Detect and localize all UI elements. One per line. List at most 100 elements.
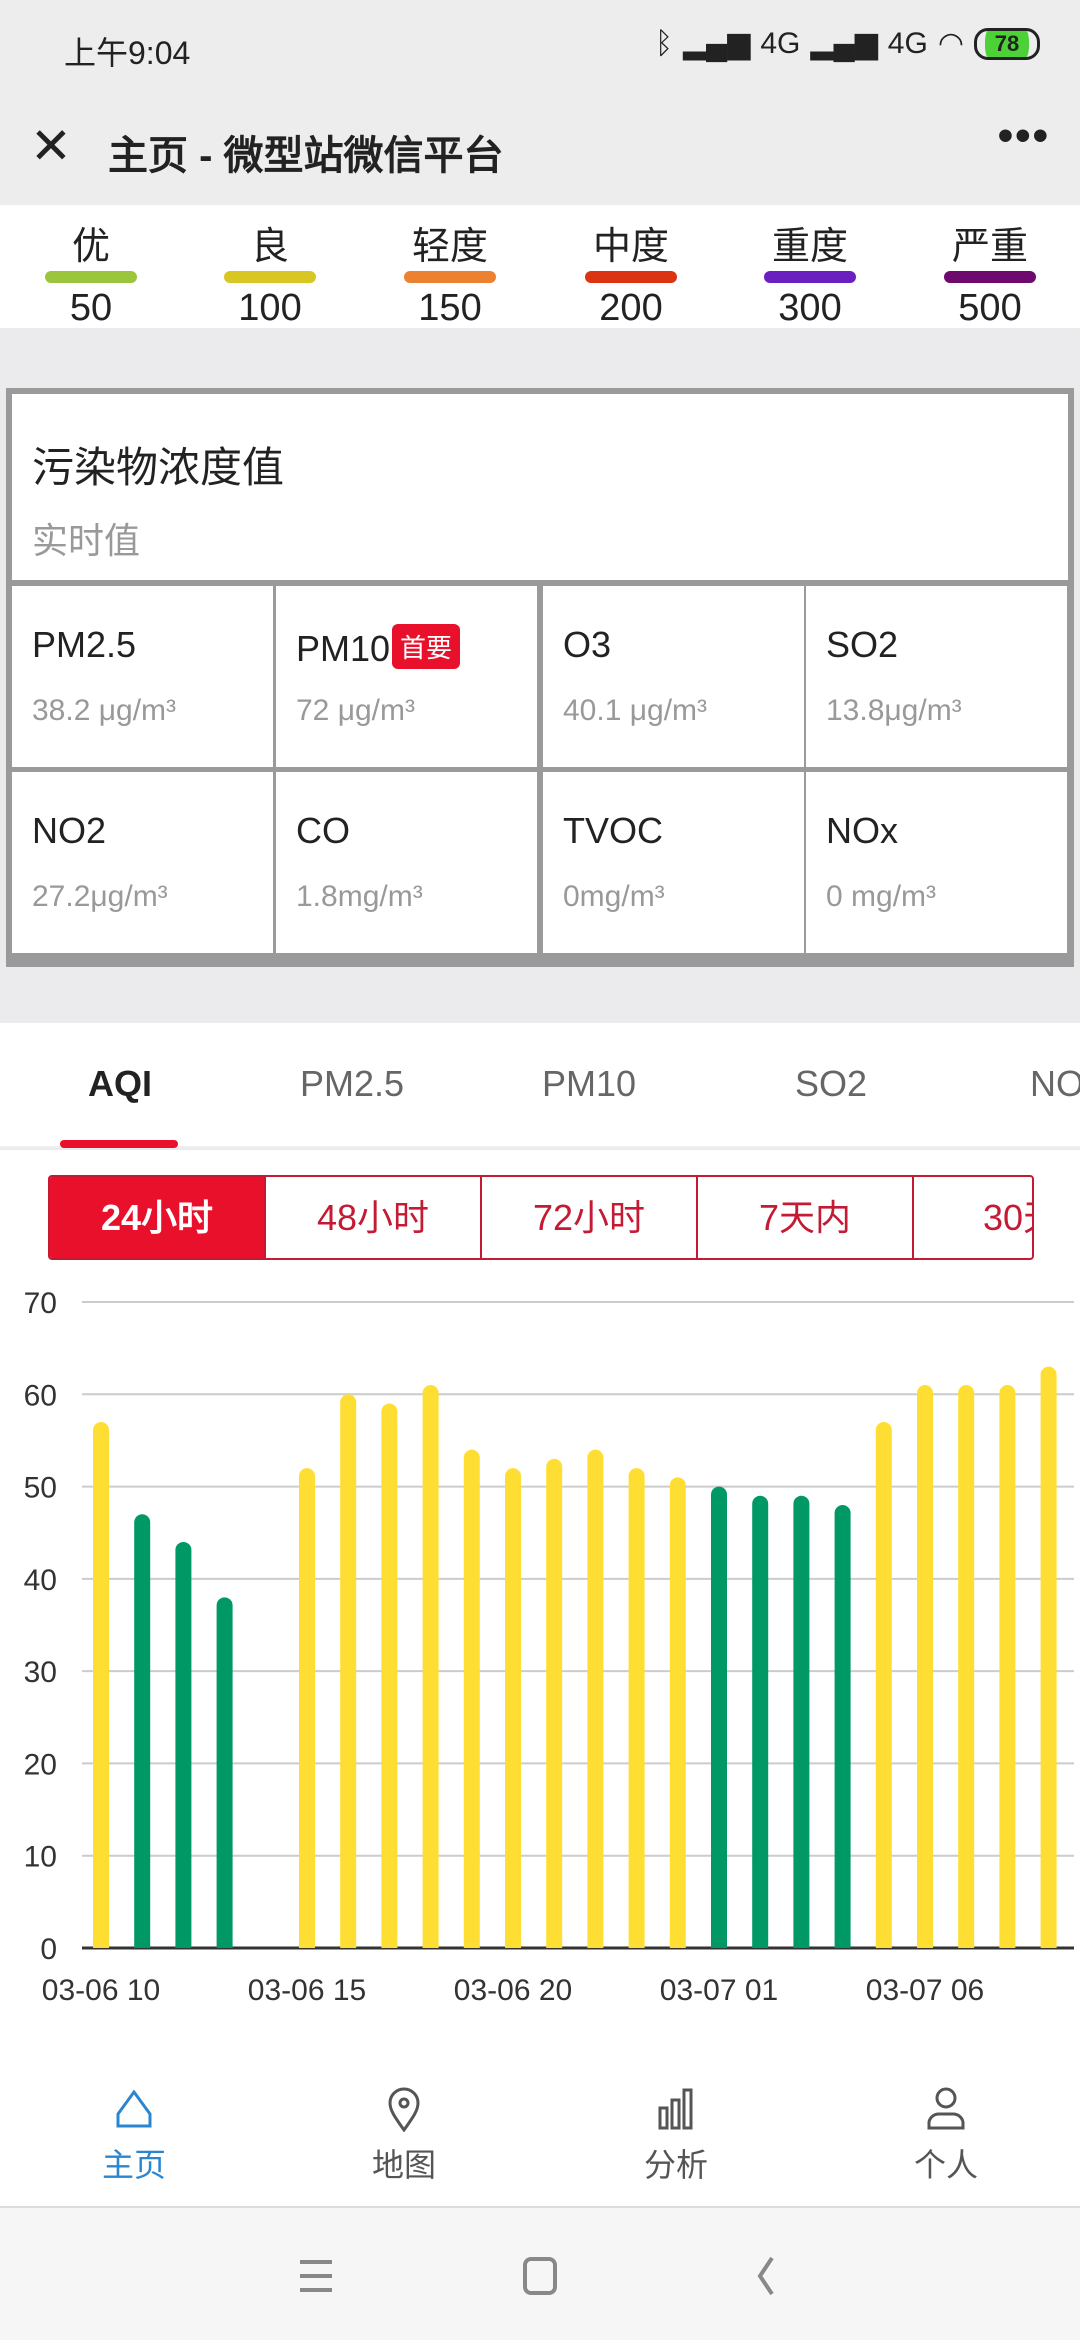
pollutant-name-text: CO	[296, 810, 350, 851]
nav-label: 主页	[101, 2147, 166, 2183]
x-tick-label: 03-06 15	[248, 1974, 366, 2007]
tab-pm25[interactable]: PM2.5	[300, 1063, 405, 1104]
bar[interactable]	[175, 1541, 192, 1948]
range-option[interactable]: 24小时	[50, 1177, 266, 1258]
bar[interactable]	[340, 1394, 357, 1948]
pollutant-tabs: AQI PM2.5 PM10 SO2 NO2	[0, 1023, 1080, 1148]
pollutant-name: NOx	[826, 810, 898, 852]
legend-value: 200	[599, 287, 663, 329]
x-tick-label: 03-07 06	[866, 1974, 984, 2007]
legend-color-bar	[764, 271, 856, 283]
nav-home[interactable]: 主页	[64, 2086, 204, 2186]
legend-item: 优 50	[31, 205, 151, 330]
bar[interactable]	[463, 1449, 480, 1948]
chart-section: 24小时48小时72小时7天内30天 0 10 20 30 40 50 60 70 03-06 …	[0, 1150, 1080, 2066]
legend-color-bar	[944, 271, 1036, 283]
bar[interactable]	[587, 1449, 604, 1948]
bar[interactable]	[505, 1468, 521, 1948]
nav-user[interactable]: 个人	[876, 2086, 1016, 2186]
home-square-icon[interactable]	[522, 2256, 558, 2296]
range-option[interactable]: 72小时	[482, 1177, 698, 1258]
bar[interactable]	[299, 1468, 315, 1948]
legend-item: 严重 500	[930, 205, 1050, 330]
y-tick-label: 40	[24, 1564, 57, 1597]
bar[interactable]	[711, 1486, 727, 1948]
pollutant-cell[interactable]: PM10 首要 72 μg/m³	[276, 586, 537, 767]
bar[interactable]	[93, 1421, 109, 1948]
page-title: 主页 - 微型站微信平台	[108, 134, 504, 178]
nav-bar-chart[interactable]: 分析	[606, 2086, 746, 2186]
range-option[interactable]: 48小时	[266, 1177, 482, 1258]
aqi-bar-chart: 0 10 20 30 40 50 60 70 03-06 10 03-06 15 03-06 20 0…	[24, 1287, 1074, 2007]
bar[interactable]	[381, 1403, 398, 1948]
pollutant-value: 0mg/m³	[563, 880, 665, 913]
signal-icon: ▂▄▆	[810, 27, 878, 60]
pollutant-cell[interactable]: O3 40.1 μg/m³	[543, 586, 804, 767]
pollutant-card: 污染物浓度值 实时值 PM2.5 38.2 μg/m³ PM10 首要 72 μg/m³…	[6, 388, 1074, 967]
bar[interactable]	[546, 1458, 563, 1948]
legend-label: 良	[250, 226, 289, 268]
bar[interactable]	[669, 1477, 686, 1948]
bar[interactable]	[216, 1597, 233, 1948]
more-menu-button[interactable]: •••	[997, 111, 1050, 160]
pollutant-cell[interactable]: NO2 27.2μg/m³	[12, 772, 273, 953]
bar[interactable]	[1040, 1366, 1057, 1948]
nav-label: 地图	[371, 2147, 436, 2183]
bar[interactable]	[958, 1385, 975, 1948]
pollutant-cell[interactable]: TVOC 0mg/m³	[543, 772, 804, 953]
pollutant-name: PM10 首要	[296, 624, 461, 670]
pollutant-cell[interactable]: PM2.5 38.2 μg/m³	[12, 586, 273, 767]
pollutant-value: 13.8μg/m³	[826, 694, 962, 727]
legend-color-bar	[404, 271, 496, 283]
pollutant-name: NO2	[32, 810, 106, 852]
card-title: 污染物浓度值	[32, 444, 285, 491]
user-icon	[927, 2087, 965, 2130]
range-option[interactable]: 30天	[914, 1177, 1032, 1258]
pollutant-cell[interactable]: SO2 13.8μg/m³	[806, 586, 1067, 767]
time-range-selector: 24小时48小时72小时7天内30天	[48, 1175, 1034, 1260]
bar[interactable]	[793, 1495, 810, 1948]
menu-icon[interactable]	[298, 2256, 334, 2296]
legend-label: 重度	[771, 226, 848, 268]
legend-value: 100	[238, 287, 302, 329]
signal-icon: ▂▄▆	[682, 27, 751, 60]
network-label: 4G	[887, 26, 928, 60]
pollutant-cell[interactable]: CO 1.8mg/m³	[276, 772, 537, 953]
legend-label: 严重	[951, 226, 1028, 268]
pollutant-value: 1.8mg/m³	[296, 880, 423, 913]
y-tick-label: 70	[24, 1287, 57, 1320]
tab-pm10[interactable]: PM10	[542, 1063, 637, 1104]
legend-color-bar	[585, 271, 677, 283]
tab-aqi[interactable]: AQI	[88, 1063, 153, 1104]
y-tick-label: 30	[24, 1656, 57, 1689]
legend-item: 轻度 150	[390, 205, 510, 330]
close-button[interactable]: ✕	[30, 118, 72, 174]
bar[interactable]	[134, 1514, 151, 1948]
pollutant-name-text: PM10	[296, 628, 391, 669]
status-bar: 上午9:04 ᛒ ▂▄▆ 4G ▂▄▆ 4G ◠ 78	[0, 0, 1080, 97]
y-tick-label: 60	[24, 1379, 57, 1412]
primary-pollutant-badge: 首要	[392, 624, 461, 669]
tab-so2[interactable]: SO2	[795, 1063, 868, 1104]
legend-label: 中度	[592, 226, 669, 268]
legend-value: 150	[418, 287, 482, 329]
x-tick-label: 03-06 10	[42, 1974, 160, 2007]
nav-map-pin[interactable]: 地图	[334, 2086, 474, 2186]
tab-no2[interactable]: NO2	[1030, 1063, 1080, 1104]
pollutant-name-text: O3	[563, 624, 612, 665]
pollutant-value: 0 mg/m³	[826, 880, 937, 913]
back-icon[interactable]	[754, 2256, 778, 2296]
bar-chart-icon	[658, 2088, 693, 2130]
bar[interactable]	[628, 1468, 645, 1948]
bar[interactable]	[834, 1505, 851, 1948]
pollutant-name: PM2.5	[32, 624, 136, 666]
bar[interactable]	[752, 1495, 769, 1948]
bar[interactable]	[917, 1385, 933, 1948]
bar[interactable]	[875, 1421, 892, 1948]
bar[interactable]	[999, 1385, 1016, 1948]
bar[interactable]	[422, 1385, 439, 1948]
range-option[interactable]: 7天内	[698, 1177, 914, 1258]
pollutant-cell[interactable]: NOx 0 mg/m³	[806, 772, 1067, 953]
system-nav-bar	[0, 2208, 1080, 2340]
legend-value: 500	[958, 287, 1022, 329]
